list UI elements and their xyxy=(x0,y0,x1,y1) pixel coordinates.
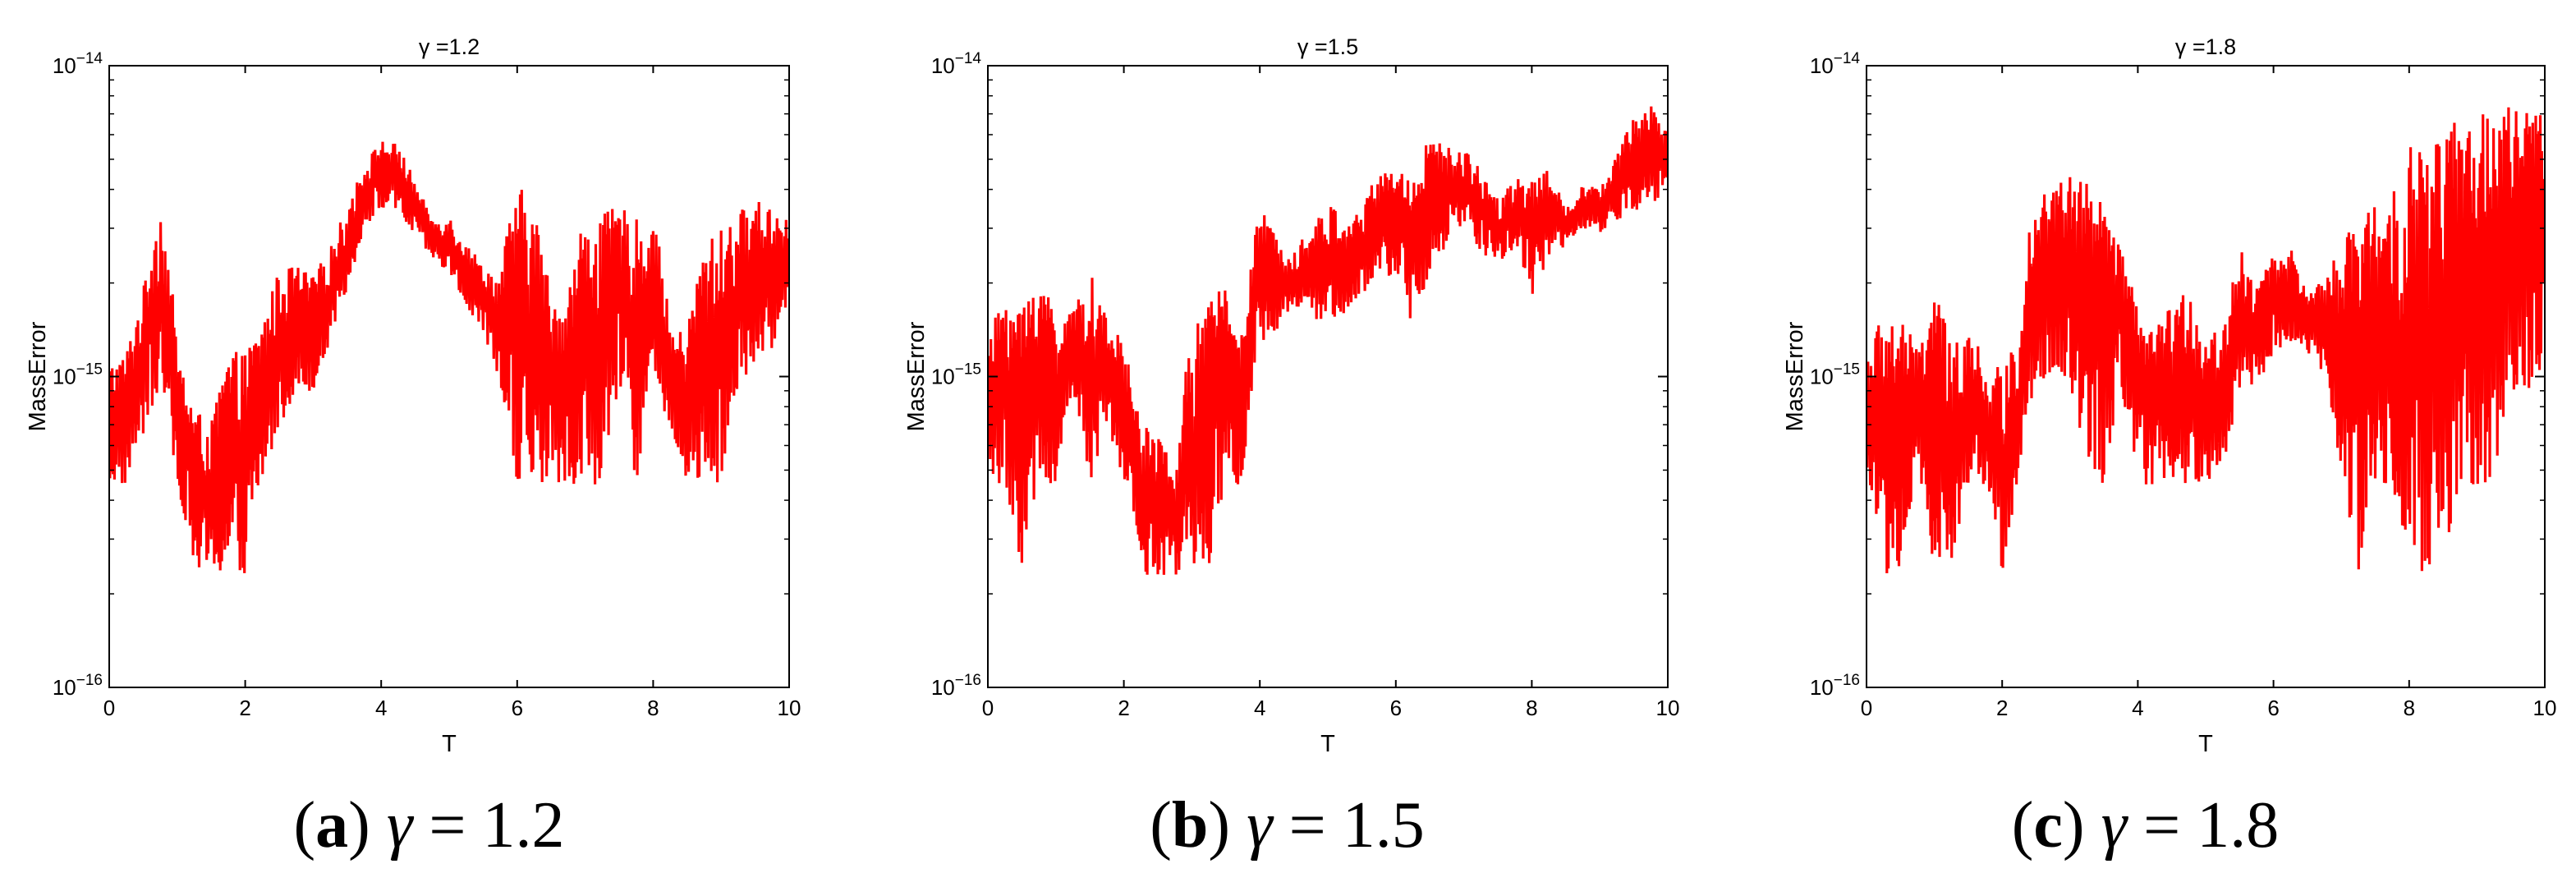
y-tick-label: 10−14 xyxy=(1810,50,1861,78)
series-line xyxy=(988,106,1668,575)
panel-caption: (b) γ = 1.5 xyxy=(858,788,1716,863)
caption-symbol: γ xyxy=(1247,789,1273,862)
y-tick-label: 10−15 xyxy=(1810,361,1860,389)
y-tick-exponent: −14 xyxy=(1834,50,1861,67)
y-tick-label: 10−16 xyxy=(53,672,103,700)
y-tick-label: 10−16 xyxy=(931,672,981,700)
y-tick-exponent: −15 xyxy=(1834,361,1860,379)
x-axis-label: T xyxy=(2198,731,2213,757)
y-tick-exponent: −16 xyxy=(1834,672,1860,689)
caption-paren-open: ( xyxy=(1150,789,1172,862)
y-tick-base: 10 xyxy=(1810,675,1834,700)
y-axis-label: MassError xyxy=(1782,321,1808,431)
y-tick-label: 10−16 xyxy=(1810,672,1860,700)
y-tick-base: 10 xyxy=(931,675,955,700)
caption-value: = 1.5 xyxy=(1272,789,1425,862)
y-tick-label: 10−15 xyxy=(53,361,103,389)
caption-letter: c xyxy=(2033,789,2063,862)
x-tick-label: 8 xyxy=(647,696,659,720)
caption-letter: a xyxy=(315,789,349,862)
caption-paren-close: ) xyxy=(1208,789,1247,862)
caption-paren-open: ( xyxy=(293,789,316,862)
y-tick-exponent: −16 xyxy=(76,672,103,689)
caption-symbol: γ xyxy=(2101,789,2128,862)
chart-title: γ =1.5 xyxy=(1297,34,1358,59)
x-tick-label: 6 xyxy=(2267,696,2279,720)
y-tick-base: 10 xyxy=(1810,365,1834,389)
y-tick-base: 10 xyxy=(53,675,76,700)
x-tick-label: 4 xyxy=(375,696,387,720)
chart-title: γ =1.8 xyxy=(2175,34,2236,59)
y-tick-exponent: −14 xyxy=(76,50,103,67)
y-tick-base: 10 xyxy=(53,365,76,389)
caption-paren-open: ( xyxy=(2011,789,2034,862)
caption-symbol: γ xyxy=(386,789,413,862)
x-tick-label: 6 xyxy=(512,696,523,720)
y-tick-exponent: −16 xyxy=(955,672,981,689)
y-tick-label: 10−14 xyxy=(53,50,103,78)
x-tick-label: 8 xyxy=(1526,696,1537,720)
x-tick-label: 10 xyxy=(778,696,801,720)
x-tick-label: 2 xyxy=(1996,696,2008,720)
y-tick-label: 10−15 xyxy=(931,361,981,389)
x-tick-label: 6 xyxy=(1390,696,1402,720)
chart-title: γ =1.2 xyxy=(419,34,480,59)
x-tick-label: 8 xyxy=(2404,696,2415,720)
y-tick-label: 10−14 xyxy=(931,50,982,78)
x-tick-label: 2 xyxy=(239,696,250,720)
x-tick-label: 4 xyxy=(1254,696,1265,720)
caption-value: = 1.8 xyxy=(2127,789,2280,862)
y-tick-exponent: −14 xyxy=(955,50,982,67)
y-tick-exponent: −15 xyxy=(76,361,103,379)
x-tick-label: 0 xyxy=(103,696,115,720)
x-axis-label: T xyxy=(442,731,457,757)
y-tick-exponent: −15 xyxy=(955,361,981,379)
caption-value: = 1.2 xyxy=(412,789,565,862)
caption-letter: b xyxy=(1171,789,1209,862)
x-tick-label: 0 xyxy=(982,696,994,720)
x-tick-label: 10 xyxy=(2533,696,2557,720)
x-tick-label: 10 xyxy=(1656,696,1680,720)
y-tick-base: 10 xyxy=(931,53,955,78)
y-axis-label: MassError xyxy=(903,321,930,431)
panel-caption: (a) γ = 1.2 xyxy=(0,788,858,863)
x-axis-label: T xyxy=(1320,731,1335,757)
y-tick-base: 10 xyxy=(931,365,955,389)
y-tick-base: 10 xyxy=(1810,53,1834,78)
y-tick-base: 10 xyxy=(53,53,76,78)
x-tick-label: 0 xyxy=(1861,696,1872,720)
caption-paren-close: ) xyxy=(2062,789,2101,862)
panel-caption: (c) γ = 1.8 xyxy=(1716,788,2574,863)
caption-paren-close: ) xyxy=(348,789,387,862)
series-line xyxy=(109,141,789,573)
series-line xyxy=(1867,107,2545,574)
x-tick-label: 2 xyxy=(1118,696,1129,720)
y-axis-label: MassError xyxy=(25,321,51,431)
x-tick-label: 4 xyxy=(2132,696,2143,720)
